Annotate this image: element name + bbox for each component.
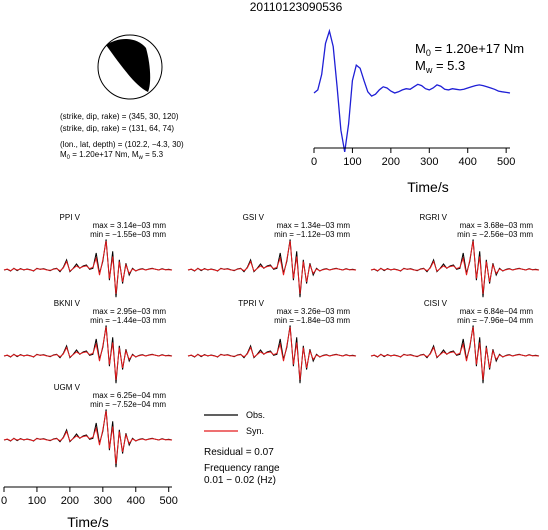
waveform-x-tick-label: 300 (94, 495, 112, 507)
synthetic-trace (370, 327, 540, 380)
synthetic-trace (370, 241, 540, 294)
observed-trace (370, 239, 540, 298)
waveform-x-tick-label: 500 (160, 495, 178, 507)
station-max: max = 2.95e−03 mm (93, 307, 167, 316)
station-max: max = 3.14e−03 mm (93, 221, 167, 230)
focal-mechanism-beachball (97, 34, 163, 100)
synthetic-trace (187, 241, 357, 294)
stf-x-tick-label: 200 (382, 156, 400, 168)
station-name: GSI V (243, 213, 265, 222)
observed-trace (3, 325, 173, 384)
waveform-x-tick-label: 200 (61, 495, 79, 507)
station-max: max = 3.68e−03 mm (460, 221, 534, 230)
station-name: BKNI V (54, 299, 81, 308)
stf-x-tick-label: 100 (343, 156, 361, 168)
station-name: PPI V (60, 213, 81, 222)
observed-trace (187, 325, 357, 384)
observed-trace (370, 325, 540, 384)
station-name: RGRI V (419, 213, 447, 222)
residual-text: Residual = 0.07 (204, 447, 274, 458)
station-name: CISI V (424, 299, 448, 308)
event-id-title: 20110123090536 (250, 0, 343, 14)
mechanism-line-3: (lon., lat, depth) = (102.2, −4.3, 30) (60, 140, 184, 149)
station-max: max = 6.25e−04 mm (93, 391, 167, 400)
stf-mw-label: Mw = 5.3 (415, 58, 465, 75)
stf-m0-label: M0 = 1.20e+17 Nm (415, 41, 524, 58)
stf-x-tick-label: 500 (497, 156, 515, 168)
mechanism-line-1: (strike, dip, rake) = (345, 30, 120) (60, 112, 179, 121)
synthetic-trace (3, 241, 173, 294)
stf-line (313, 28, 511, 153)
legend-obs-label: Obs. (246, 410, 265, 420)
synthetic-trace (3, 327, 173, 380)
observed-trace (3, 239, 173, 298)
station-min: min = −1.12e−03 mm (274, 230, 350, 239)
observed-trace (187, 239, 357, 298)
stf-x-ticks: 0 100 200 300 400 500 (311, 148, 515, 168)
waveform-x-tick-label: 400 (127, 495, 145, 507)
mechanism-info: (strike, dip, rake) = (345, 30, 120) (st… (60, 112, 184, 161)
frequency-range-title: Frequency range (204, 463, 280, 474)
station-max: max = 3.26e−03 mm (277, 307, 351, 316)
station-name: UGM V (54, 383, 81, 392)
station-min: min = −7.52e−04 mm (90, 400, 166, 409)
stf-x-tick-label: 300 (420, 156, 438, 168)
observed-trace (3, 409, 173, 468)
synthetic-trace (3, 411, 173, 464)
legend: Obs. Syn. Residual = 0.07 Frequency rang… (204, 410, 280, 486)
stf-x-axis-label: Time/s (407, 179, 448, 195)
waveform-x-ticks: 0 100 200 300 400 500 (1, 487, 178, 507)
station-min: min = −1.84e−03 mm (274, 316, 350, 325)
station-min: min = −1.55e−03 mm (90, 230, 166, 239)
waveform-time-axis: 0 100 200 300 400 500 Time/s (1, 486, 178, 530)
waveform-x-tick-label: 100 (28, 495, 46, 507)
synthetic-trace (187, 327, 357, 380)
waveform-x-axis-label: Time/s (67, 514, 108, 530)
frequency-range-value: 0.01 − 0.02 (Hz) (204, 475, 276, 486)
stf-series (313, 28, 511, 153)
station-max: max = 6.84e−04 mm (460, 307, 534, 316)
stf-x-tick-label: 0 (311, 156, 317, 168)
legend-syn-label: Syn. (246, 426, 264, 436)
station-max: max = 1.34e−03 mm (277, 221, 351, 230)
mechanism-line-4: M0 = 1.20e+17 Nm, Mw = 5.3 (60, 150, 164, 161)
station-min: min = −1.44e−03 mm (90, 316, 166, 325)
stf-x-tick-label: 400 (459, 156, 477, 168)
station-name: TPRI V (238, 299, 264, 308)
source-time-function-plot: 0 100 200 300 400 500 Time/s M0 = 1.20e+17 Nm… (311, 28, 524, 195)
station-min: min = −2.56e−03 mm (457, 230, 533, 239)
mechanism-line-2: (strike, dip, rake) = (131, 64, 74) (60, 124, 174, 133)
station-min: min = −7.96e−04 mm (457, 316, 533, 325)
waveform-x-tick-label: 0 (1, 495, 7, 507)
